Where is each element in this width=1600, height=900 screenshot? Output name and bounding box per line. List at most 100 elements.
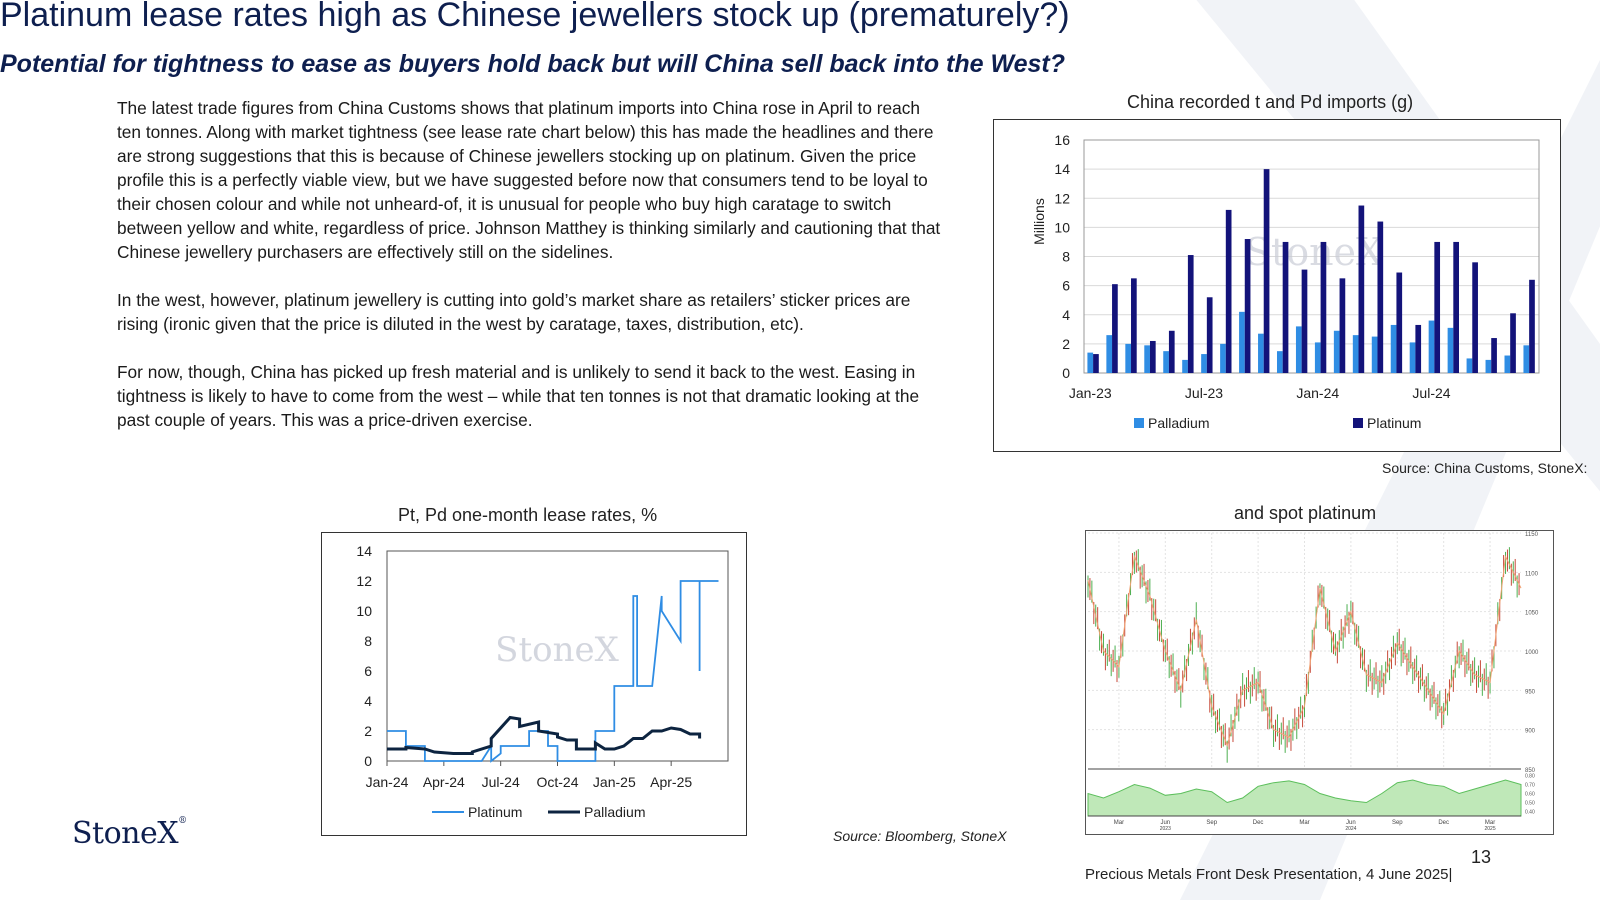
imports-legend-swatch — [1353, 418, 1363, 428]
imports-xtick-label: Jul-24 — [1412, 385, 1450, 401]
imports-bar-palladium — [1409, 342, 1416, 373]
imports-bar-platinum — [1263, 169, 1270, 373]
imports-source: Source: China Customs, StoneX: — [1382, 460, 1588, 476]
spot-xtick-label: Jun — [1346, 820, 1356, 826]
spot-xtick-label: Mar — [1114, 820, 1124, 826]
spot-lower-ytick-label: 0.60 — [1525, 792, 1535, 798]
spot-year-label: 2024 — [1345, 826, 1356, 832]
imports-bar-platinum — [1377, 221, 1384, 373]
spot-ytick-label: 900 — [1525, 729, 1536, 735]
lease-legend-label: Platinum — [468, 804, 522, 820]
spot-xtick-label: Dec — [1253, 820, 1264, 826]
lease-ytick-label: 12 — [356, 573, 372, 589]
imports-ytick-label: 8 — [1062, 249, 1070, 265]
spot-chart-svg: 850 900 950 1000 1050 1100 1150 0.40 0.50 0.60 0.7… — [1087, 532, 1539, 832]
spot-year-label: 2023 — [1160, 826, 1171, 832]
imports-bar-palladium — [1352, 335, 1359, 373]
imports-bar-palladium — [1371, 336, 1378, 373]
imports-bar-palladium — [1523, 345, 1530, 373]
imports-bar-palladium — [1390, 324, 1397, 373]
imports-bar-platinum — [1415, 324, 1422, 373]
stonex-logo: StoneX® — [72, 816, 187, 851]
page-subtitle: Potential for tightness to ease as buyer… — [0, 50, 1066, 78]
lease-watermark: StoneX — [495, 630, 619, 670]
spot-xtick-label: Mar — [1485, 820, 1495, 826]
lease-chart: 0 2 4 6 8 10 12 14 Jan-24 Apr-24 Jul-24 Oct-24 Jan-2… — [321, 532, 747, 836]
body-text: The latest trade figures from China Cust… — [117, 96, 947, 456]
imports-bar-palladium — [1182, 359, 1188, 373]
imports-bar-platinum — [1529, 279, 1535, 373]
imports-chart-title: China recorded t and Pd imports (g) — [1127, 92, 1414, 112]
imports-bar-platinum — [1244, 239, 1251, 373]
spot-ytick-label: 1150 — [1525, 532, 1539, 538]
spot-lower-ytick-label: 0.70 — [1525, 783, 1535, 789]
imports-bar-platinum — [1510, 313, 1516, 373]
paragraph-1: The latest trade figures from China Cust… — [117, 98, 941, 262]
imports-ytick-label: 0 — [1062, 365, 1070, 381]
spot-ytick-label: 1100 — [1525, 571, 1539, 577]
lease-ytick-label: 6 — [364, 663, 372, 679]
imports-xtick-label: Jul-23 — [1185, 385, 1223, 401]
spot-xtick-label: Dec — [1438, 820, 1449, 826]
spot-xtick-label: Jun — [1160, 820, 1170, 826]
imports-bar-platinum — [1472, 262, 1478, 373]
imports-bar-platinum — [1396, 272, 1403, 373]
lease-xtick-label: Jan-25 — [593, 774, 636, 790]
imports-bar-palladium — [1447, 327, 1454, 373]
imports-bar-platinum — [1282, 241, 1289, 373]
imports-xtick-label: Jan-23 — [1069, 385, 1112, 401]
imports-ytick-label: 10 — [1054, 219, 1070, 235]
imports-ytick-label: 6 — [1062, 278, 1070, 294]
spot-year-label: 2025 — [1485, 826, 1496, 832]
imports-bar-palladium — [1428, 320, 1435, 373]
spot-moving-average — [1087, 554, 1522, 747]
imports-legend-swatch — [1134, 418, 1144, 428]
spot-chart: 850 900 950 1000 1050 1100 1150 0.40 0.50 0.60 0.7… — [1085, 530, 1554, 835]
imports-bar-platinum — [1168, 330, 1175, 373]
spot-ytick-label: 850 — [1525, 768, 1536, 774]
lease-ytick-label: 14 — [356, 543, 372, 559]
spot-xtick-label: Sep — [1392, 820, 1403, 826]
imports-bar-palladium — [1144, 345, 1150, 373]
imports-bar-palladium — [1125, 343, 1132, 373]
imports-bar-platinum — [1131, 278, 1137, 373]
imports-ylabel: Millions — [1031, 198, 1047, 245]
lease-ytick-label: 0 — [364, 753, 372, 769]
imports-chart: 0 2 4 6 8 10 12 14 16 Millions StoneX Jan-23 Jul-23 J… — [993, 119, 1561, 452]
imports-bar-palladium — [1485, 359, 1492, 373]
lease-line-palladium — [387, 715, 702, 755]
lease-ytick-label: 10 — [356, 603, 372, 619]
lease-ytick-label: 4 — [364, 693, 372, 709]
lease-line-platinum — [387, 580, 719, 763]
lease-xtick-label: Jan-24 — [366, 774, 409, 790]
imports-bar-platinum — [1206, 297, 1213, 373]
imports-bar-platinum — [1491, 338, 1497, 373]
imports-legend-label: Palladium — [1148, 415, 1209, 431]
imports-bar-platinum — [1187, 255, 1194, 373]
spot-chart-title: and spot platinum — [1234, 503, 1377, 523]
imports-bar-palladium — [1220, 343, 1226, 373]
imports-bar-palladium — [1276, 351, 1283, 373]
spot-xtick-label: Sep — [1206, 820, 1217, 826]
imports-ytick-label: 4 — [1062, 307, 1070, 323]
lease-legend-label: Palladium — [584, 804, 645, 820]
lease-xtick-label: Jul-24 — [482, 774, 520, 790]
imports-bar-platinum — [1339, 278, 1346, 373]
imports-bar-palladium — [1106, 335, 1113, 373]
spot-ytick-label: 950 — [1525, 689, 1536, 695]
imports-bar-platinum — [1149, 340, 1156, 373]
imports-plot-area — [1083, 139, 1540, 374]
lease-source: Source: Bloomberg, StoneX — [833, 828, 1007, 844]
page-title: Platinum lease rates high as Chinese jew… — [0, 0, 1070, 34]
spot-lower-ytick-label: 0.40 — [1525, 810, 1535, 816]
imports-bar-platinum — [1358, 205, 1365, 373]
spot-ytick-label: 1000 — [1525, 650, 1539, 656]
imports-xtick-label: Jan-24 — [1296, 385, 1339, 401]
imports-bar-platinum — [1320, 241, 1327, 373]
imports-bar-palladium — [1295, 326, 1302, 373]
imports-ytick-label: 2 — [1062, 336, 1070, 352]
lease-ytick-label: 8 — [364, 633, 372, 649]
spot-ytick-label: 1050 — [1525, 611, 1539, 617]
imports-bar-palladium — [1087, 352, 1094, 373]
imports-bar-palladium — [1333, 330, 1340, 373]
